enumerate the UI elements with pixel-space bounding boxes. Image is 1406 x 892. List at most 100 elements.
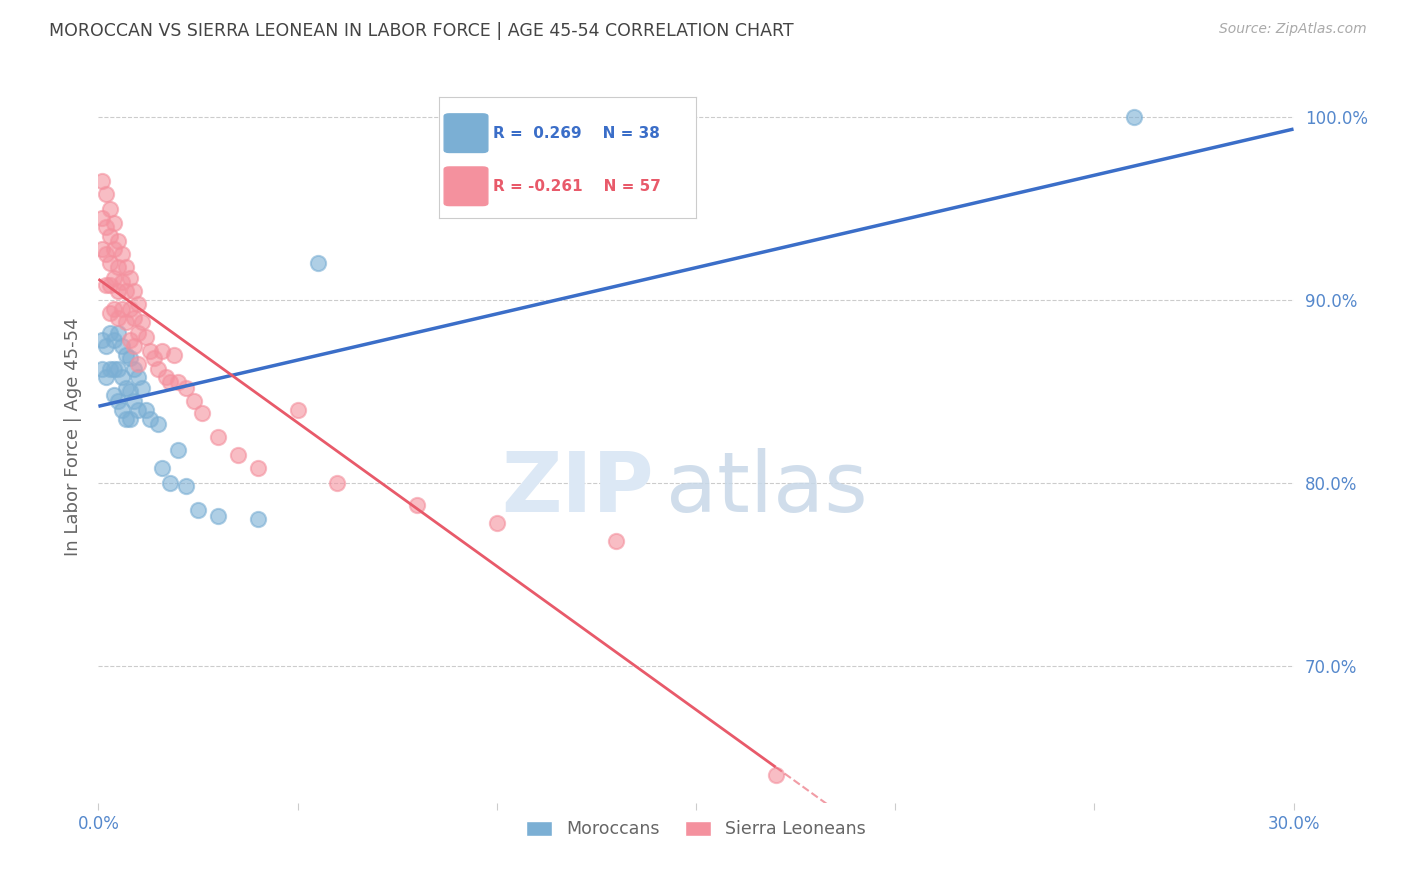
Point	[159, 475, 181, 490]
Point	[91, 211, 114, 225]
Point	[135, 402, 157, 417]
Point	[98, 202, 122, 216]
Point	[98, 362, 122, 376]
Point	[107, 311, 129, 326]
Point	[143, 351, 166, 366]
Point	[120, 333, 142, 347]
Point	[120, 301, 142, 316]
Point	[98, 326, 122, 340]
Point	[207, 508, 229, 523]
Point	[111, 247, 134, 261]
Point	[124, 362, 146, 376]
Point	[91, 242, 114, 256]
Point	[124, 393, 146, 408]
Point	[1123, 110, 1146, 124]
Text: atlas: atlas	[666, 448, 868, 529]
Point	[111, 275, 134, 289]
Point	[150, 461, 173, 475]
Point	[765, 768, 787, 782]
Point	[191, 406, 214, 420]
Point	[127, 326, 149, 340]
Point	[124, 311, 146, 326]
Point	[96, 369, 118, 384]
Point	[107, 235, 129, 249]
Point	[115, 348, 138, 362]
Point	[115, 411, 138, 425]
Point	[135, 329, 157, 343]
Point	[246, 512, 269, 526]
Point	[96, 278, 118, 293]
Point	[605, 534, 627, 549]
Point	[115, 284, 138, 298]
Point	[183, 393, 205, 408]
Point	[103, 242, 125, 256]
Point	[326, 475, 349, 490]
Point	[131, 381, 153, 395]
Point	[127, 369, 149, 384]
Point	[148, 362, 170, 376]
Point	[120, 351, 142, 366]
Point	[167, 375, 190, 389]
Point	[167, 442, 190, 457]
Point	[103, 388, 125, 402]
Point	[107, 362, 129, 376]
Point	[98, 306, 122, 320]
Point	[307, 256, 329, 270]
Point	[111, 301, 134, 316]
Point	[120, 384, 142, 399]
Point	[96, 186, 118, 201]
Point	[96, 247, 118, 261]
Point	[246, 461, 269, 475]
Text: MOROCCAN VS SIERRA LEONEAN IN LABOR FORCE | AGE 45-54 CORRELATION CHART: MOROCCAN VS SIERRA LEONEAN IN LABOR FORC…	[49, 22, 794, 40]
Point	[91, 362, 114, 376]
Point	[96, 338, 118, 352]
Text: Source: ZipAtlas.com: Source: ZipAtlas.com	[1219, 22, 1367, 37]
Point	[111, 402, 134, 417]
Point	[103, 333, 125, 347]
Point	[155, 369, 177, 384]
Point	[107, 284, 129, 298]
Point	[124, 338, 146, 352]
Point	[406, 498, 429, 512]
Point	[91, 174, 114, 188]
Point	[139, 411, 162, 425]
Point	[98, 228, 122, 243]
Point	[98, 256, 122, 270]
Point	[287, 402, 309, 417]
Point	[103, 362, 125, 376]
Point	[148, 417, 170, 432]
Point	[103, 216, 125, 230]
Point	[139, 344, 162, 359]
Point	[187, 503, 209, 517]
Point	[98, 278, 122, 293]
Point	[174, 479, 197, 493]
Point	[91, 333, 114, 347]
Point	[120, 271, 142, 285]
Point	[131, 315, 153, 329]
Point	[485, 516, 508, 530]
Point	[174, 381, 197, 395]
Point	[111, 369, 134, 384]
Point	[103, 271, 125, 285]
Text: ZIP: ZIP	[502, 448, 654, 529]
Point	[124, 284, 146, 298]
Point	[107, 393, 129, 408]
Point	[107, 326, 129, 340]
Point	[226, 448, 249, 462]
Point	[127, 402, 149, 417]
Point	[115, 315, 138, 329]
Point	[120, 411, 142, 425]
Point	[107, 260, 129, 274]
Point	[115, 381, 138, 395]
Point	[163, 348, 186, 362]
Point	[207, 430, 229, 444]
Point	[150, 344, 173, 359]
Y-axis label: In Labor Force | Age 45-54: In Labor Force | Age 45-54	[65, 318, 83, 557]
Point	[127, 357, 149, 371]
Point	[127, 296, 149, 310]
Point	[96, 219, 118, 234]
Legend: Moroccans, Sierra Leoneans: Moroccans, Sierra Leoneans	[519, 814, 873, 846]
Point	[103, 301, 125, 316]
Point	[159, 375, 181, 389]
Point	[111, 338, 134, 352]
